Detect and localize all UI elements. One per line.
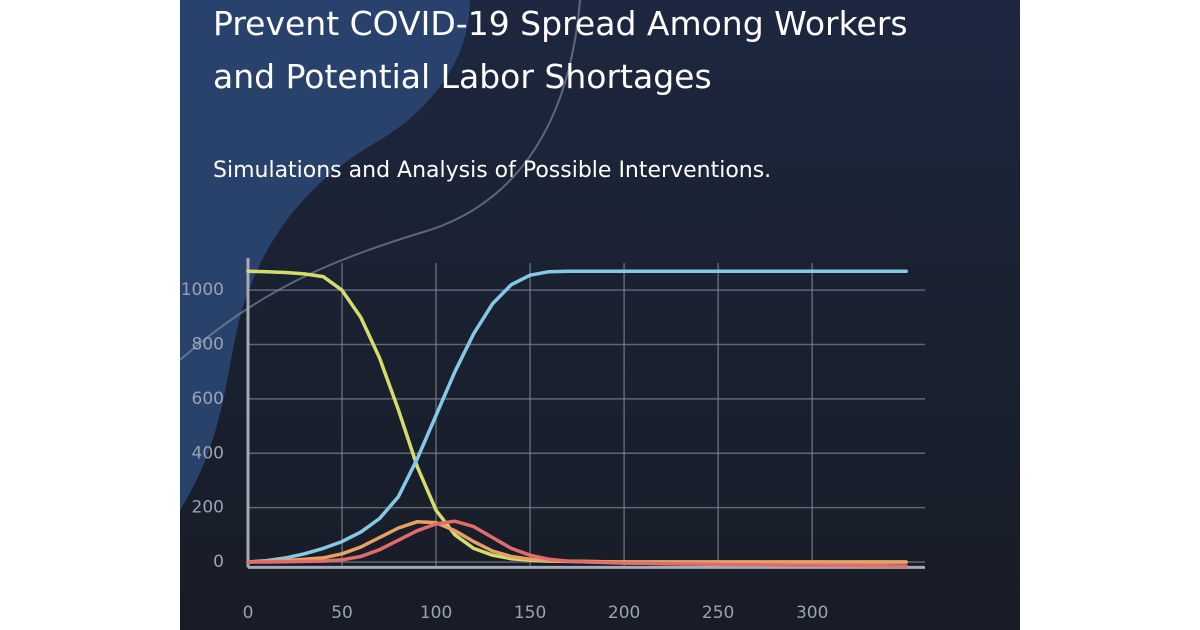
y-tick-label: 0 xyxy=(213,552,224,572)
x-tick-label: 100 xyxy=(420,603,452,623)
y-tick-label: 1000 xyxy=(181,280,224,300)
x-tick-label: 300 xyxy=(796,603,828,623)
title-line: and Potential Labor Shortages xyxy=(213,57,712,96)
series-line xyxy=(246,269,908,564)
y-tick-label: 600 xyxy=(192,389,224,409)
x-tick-label: 150 xyxy=(514,603,546,623)
x-tick-label: 200 xyxy=(608,603,640,623)
blob xyxy=(180,0,470,510)
x-tick-label: 0 xyxy=(243,603,254,623)
subtitle: Simulations and Analysis of Possible Int… xyxy=(213,158,771,183)
y-tick-label: 400 xyxy=(192,443,224,463)
x-tick-label: 250 xyxy=(702,603,734,623)
decor-curve xyxy=(179,0,581,361)
series-line xyxy=(246,519,908,568)
title-line: Prevent COVID-19 Spread Among Workers xyxy=(213,4,908,43)
plot: 0 200 400 600 800 1000 0 50 100 150 200 250 300 xyxy=(181,258,925,623)
y-tick-label: 800 xyxy=(192,335,224,355)
y-tick-label: 200 xyxy=(192,498,224,518)
x-tick-label: 50 xyxy=(331,603,353,623)
